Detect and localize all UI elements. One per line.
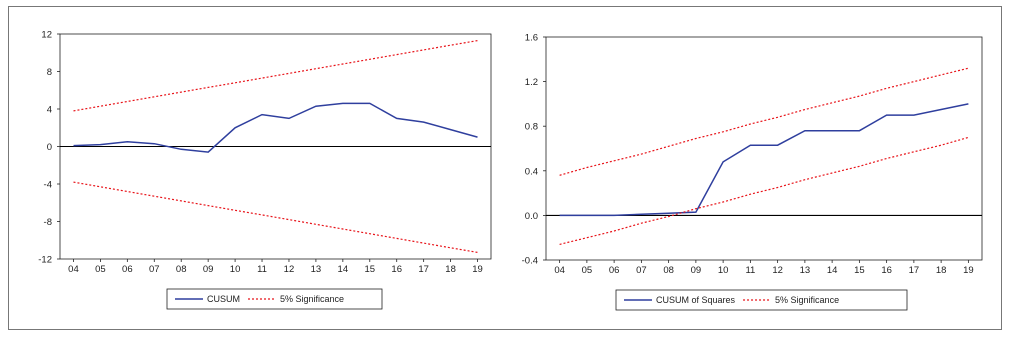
chart-2: 1.6 1.2 0.8 0.4 0.0 -0.4 04 05 06 07 08 09 10 11 12 13 1…: [522, 33, 983, 311]
y-tick-label: 4: [47, 105, 52, 116]
y-tick-label: 0.0: [525, 211, 538, 222]
x-tick-label: 12: [284, 264, 295, 275]
legend: CUSUM of Squares 5% Significance: [615, 289, 908, 311]
y-tick-label: -4: [44, 180, 52, 191]
chart-1: 12 8 4 0 -4 -8 -12 04 05 06 07 08 09 10 11 12 13 14 15 16 17…: [38, 30, 492, 310]
x-tick-label: 04: [554, 265, 565, 276]
y-tick-label: 1.6: [525, 33, 538, 44]
lower-bound-line: [73, 181, 478, 253]
lower-bound-line: [559, 136, 969, 245]
x-tick-label: 05: [95, 264, 106, 275]
series-line: [559, 103, 969, 217]
y-tick-label: 8: [47, 67, 52, 78]
x-tick-label: 16: [881, 265, 892, 276]
x-tick-label: 16: [391, 264, 402, 275]
legend-label: CUSUM: [207, 294, 240, 304]
legend-box: [615, 289, 908, 311]
x-tick-label: 05: [582, 265, 593, 276]
x-tick-label: 19: [472, 264, 483, 275]
legend-box: [166, 288, 383, 310]
x-tick-label: 12: [772, 265, 783, 276]
legend-label: 5% Significance: [280, 294, 344, 304]
x-tick-label: 17: [418, 264, 429, 275]
x-tick-label: 14: [338, 264, 349, 275]
x-tick-label: 08: [176, 264, 187, 275]
x-tick-label: 07: [636, 265, 647, 276]
y-tick-label: -8: [44, 217, 52, 228]
legend-label: CUSUM of Squares: [656, 295, 736, 305]
x-tick-label: 15: [854, 265, 865, 276]
y-tick-label: -0.4: [522, 256, 538, 267]
x-tick-label: 18: [936, 265, 947, 276]
legend: CUSUM 5% Significance: [166, 288, 383, 310]
upper-bound-line: [73, 40, 478, 112]
x-tick-label: 07: [149, 264, 160, 275]
x-tick-label: 04: [68, 264, 79, 275]
plot-area: [545, 36, 983, 261]
x-tick-label: 13: [800, 265, 811, 276]
x-tick-label: 10: [230, 264, 241, 275]
y-tick-label: -12: [38, 255, 52, 266]
x-tick-label: 06: [122, 264, 133, 275]
x-tick-label: 14: [827, 265, 838, 276]
y-tick-label: 0.4: [525, 166, 538, 177]
legend-label: 5% Significance: [775, 295, 839, 305]
x-tick-label: 13: [311, 264, 322, 275]
y-tick-label: 12: [41, 30, 52, 41]
upper-bound-line: [559, 67, 969, 176]
x-tick-label: 09: [691, 265, 702, 276]
x-tick-label: 15: [364, 264, 375, 275]
x-tick-label: 10: [718, 265, 729, 276]
y-tick-label: 0: [47, 142, 52, 153]
x-tick-label: 08: [663, 265, 674, 276]
y-tick-label: 0.8: [525, 122, 538, 133]
x-tick-label: 19: [963, 265, 974, 276]
x-tick-label: 11: [745, 265, 755, 276]
figure-frame: [8, 6, 1002, 330]
x-tick-label: 18: [445, 264, 456, 275]
x-tick-label: 06: [609, 265, 620, 276]
x-tick-label: 17: [909, 265, 920, 276]
x-tick-label: 11: [257, 264, 267, 275]
y-tick-label: 1.2: [525, 77, 538, 88]
series-line: [73, 102, 478, 153]
x-tick-label: 09: [203, 264, 214, 275]
